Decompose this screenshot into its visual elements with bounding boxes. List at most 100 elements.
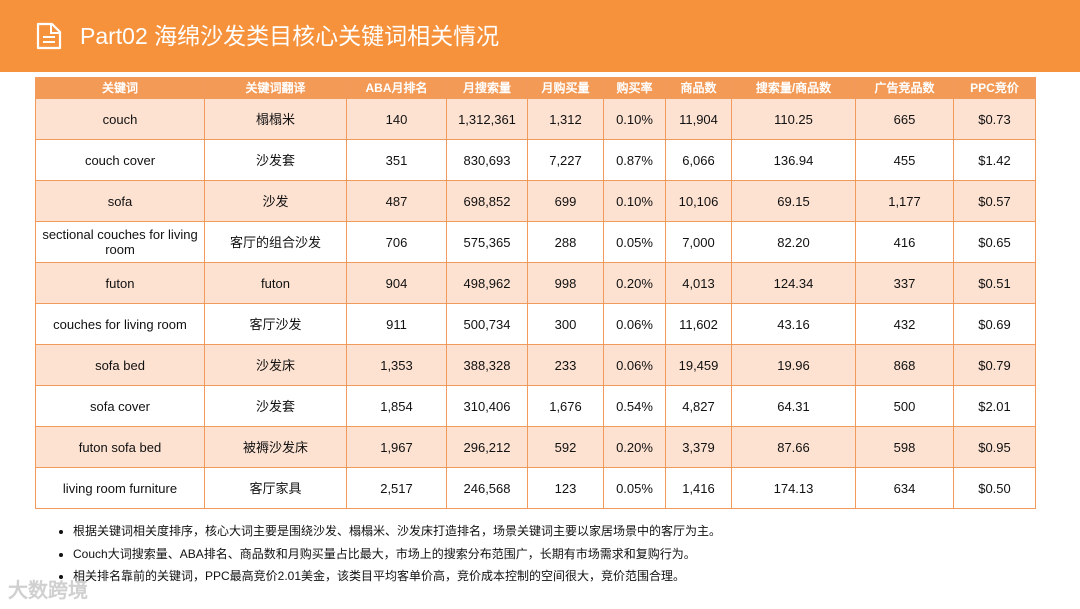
table-cell: 1,854 [346, 385, 447, 427]
column-header: 关键词翻译 [204, 77, 347, 99]
table-cell: 665 [855, 98, 954, 140]
table-cell: futon sofa bed [35, 426, 205, 468]
table-cell: $0.95 [953, 426, 1036, 468]
column-header: 月搜索量 [446, 77, 528, 99]
table-cell: 6,066 [665, 139, 732, 181]
table-cell: living room furniture [35, 467, 205, 509]
note: Couch大词搜索量、ABA排名、商品数和月购买量占比最大，市场上的搜索分布范围… [73, 543, 1073, 566]
table-cell: couch [35, 98, 205, 140]
table-cell: 868 [855, 344, 954, 386]
table-cell: 0.06% [603, 303, 666, 345]
table-cell: $1.42 [953, 139, 1036, 181]
table-cell: 998 [527, 262, 604, 304]
table-cell: $0.57 [953, 180, 1036, 222]
note: 根据关键词相关度排序，核心大词主要是围绕沙发、榻榻米、沙发床打造排名，场景关键词… [73, 520, 1073, 543]
table-cell: 69.15 [731, 180, 856, 222]
table-cell: 0.05% [603, 221, 666, 263]
table-cell: 110.25 [731, 98, 856, 140]
table-cell: 沙发 [204, 180, 347, 222]
column-header: 搜索量/商品数 [731, 77, 856, 99]
table-cell: 1,676 [527, 385, 604, 427]
note: 相关排名靠前的关键词，PPC最高竞价2.01美金，该类目平均客单价高，竞价成本控… [73, 565, 1073, 588]
header-row: 关键词 关键词翻译 ABA月排名 月搜索量 月购买量 购买率 商品数 搜索量/商品数 广告竞品数… [35, 77, 1036, 99]
header-bar [0, 0, 1080, 72]
table-cell: 500,734 [446, 303, 528, 345]
table-cell: 被褥沙发床 [204, 426, 347, 468]
table-cell: 10,106 [665, 180, 732, 222]
table-cell: 432 [855, 303, 954, 345]
table-cell: sofa [35, 180, 205, 222]
table-row: sofa cover 沙发套 1,854 310,406 1,676 0.54% 4,827… [35, 385, 1036, 427]
table-cell: 64.31 [731, 385, 856, 427]
table-row: futon sofa bed 被褥沙发床 1,967 296,212 592 0.20% 3… [35, 426, 1036, 468]
table-row: futon futon 904 498,962 998 0.20% 4,013 124.34 3… [35, 262, 1036, 304]
table-cell: 4,827 [665, 385, 732, 427]
table-cell: 123 [527, 467, 604, 509]
table-cell: 4,013 [665, 262, 732, 304]
table-cell: 500 [855, 385, 954, 427]
notes: 根据关键词相关度排序，核心大词主要是围绕沙发、榻榻米、沙发床打造排名，场景关键词… [38, 520, 1073, 588]
table-cell: 300 [527, 303, 604, 345]
table-cell: 0.06% [603, 344, 666, 386]
table-cell: 0.20% [603, 262, 666, 304]
table-cell: 0.54% [603, 385, 666, 427]
table-cell: 82.20 [731, 221, 856, 263]
table-cell: 455 [855, 139, 954, 181]
table-cell: 0.10% [603, 98, 666, 140]
table-row: sofa bed 沙发床 1,353 388,328 233 0.06% 19,459 19.… [35, 344, 1036, 386]
table-cell: 699 [527, 180, 604, 222]
table-cell: 174.13 [731, 467, 856, 509]
table-cell: $2.01 [953, 385, 1036, 427]
column-header: 商品数 [665, 77, 732, 99]
table-cell: 904 [346, 262, 447, 304]
table-cell: 288 [527, 221, 604, 263]
table-cell: 310,406 [446, 385, 528, 427]
table-cell: 337 [855, 262, 954, 304]
table-cell: 498,962 [446, 262, 528, 304]
column-header: 关键词 [35, 77, 205, 99]
table-cell: 140 [346, 98, 447, 140]
table-cell: 3,379 [665, 426, 732, 468]
table-cell: 11,602 [665, 303, 732, 345]
table-cell: 416 [855, 221, 954, 263]
table-cell: 19.96 [731, 344, 856, 386]
table-cell: 0.20% [603, 426, 666, 468]
table-cell: sofa cover [35, 385, 205, 427]
table-cell: 客厅沙发 [204, 303, 347, 345]
table-cell: 1,416 [665, 467, 732, 509]
table-cell: 351 [346, 139, 447, 181]
table-cell: 7,227 [527, 139, 604, 181]
table-cell: 0.05% [603, 467, 666, 509]
table-cell: 246,568 [446, 467, 528, 509]
table-cell: futon [35, 262, 205, 304]
table-cell: 1,312 [527, 98, 604, 140]
table-cell: 榻榻米 [204, 98, 347, 140]
table-cell: 1,312,361 [446, 98, 528, 140]
table-cell: 客厅的组合沙发 [204, 221, 347, 263]
column-header: 购买率 [603, 77, 666, 99]
table-cell: $0.69 [953, 303, 1036, 345]
table-cell: 7,000 [665, 221, 732, 263]
table-cell: $0.79 [953, 344, 1036, 386]
table-cell: sectional couches for living room [35, 221, 205, 263]
table-cell: 830,693 [446, 139, 528, 181]
table-cell: 706 [346, 221, 447, 263]
table-cell: 598 [855, 426, 954, 468]
table-cell: 124.34 [731, 262, 856, 304]
table-cell: 575,365 [446, 221, 528, 263]
table-cell: 沙发床 [204, 344, 347, 386]
table-cell: 1,353 [346, 344, 447, 386]
table-cell: 592 [527, 426, 604, 468]
table-cell: 911 [346, 303, 447, 345]
table-cell: 698,852 [446, 180, 528, 222]
table-row: couches for living room 客厅沙发 911 500,734 300… [35, 303, 1036, 345]
table-row: sectional couches for living room 客厅的组合沙发… [35, 221, 1036, 263]
title: Part02 海绵沙发类目核心关键词相关情况 [80, 23, 500, 49]
table-cell: 296,212 [446, 426, 528, 468]
table-row: couch 榻榻米 140 1,312,361 1,312 0.10% 11,904 110.… [35, 98, 1036, 140]
table-cell: 634 [855, 467, 954, 509]
table-cell: 沙发套 [204, 385, 347, 427]
column-header: PPC竞价 [953, 77, 1036, 99]
table-cell: 沙发套 [204, 139, 347, 181]
